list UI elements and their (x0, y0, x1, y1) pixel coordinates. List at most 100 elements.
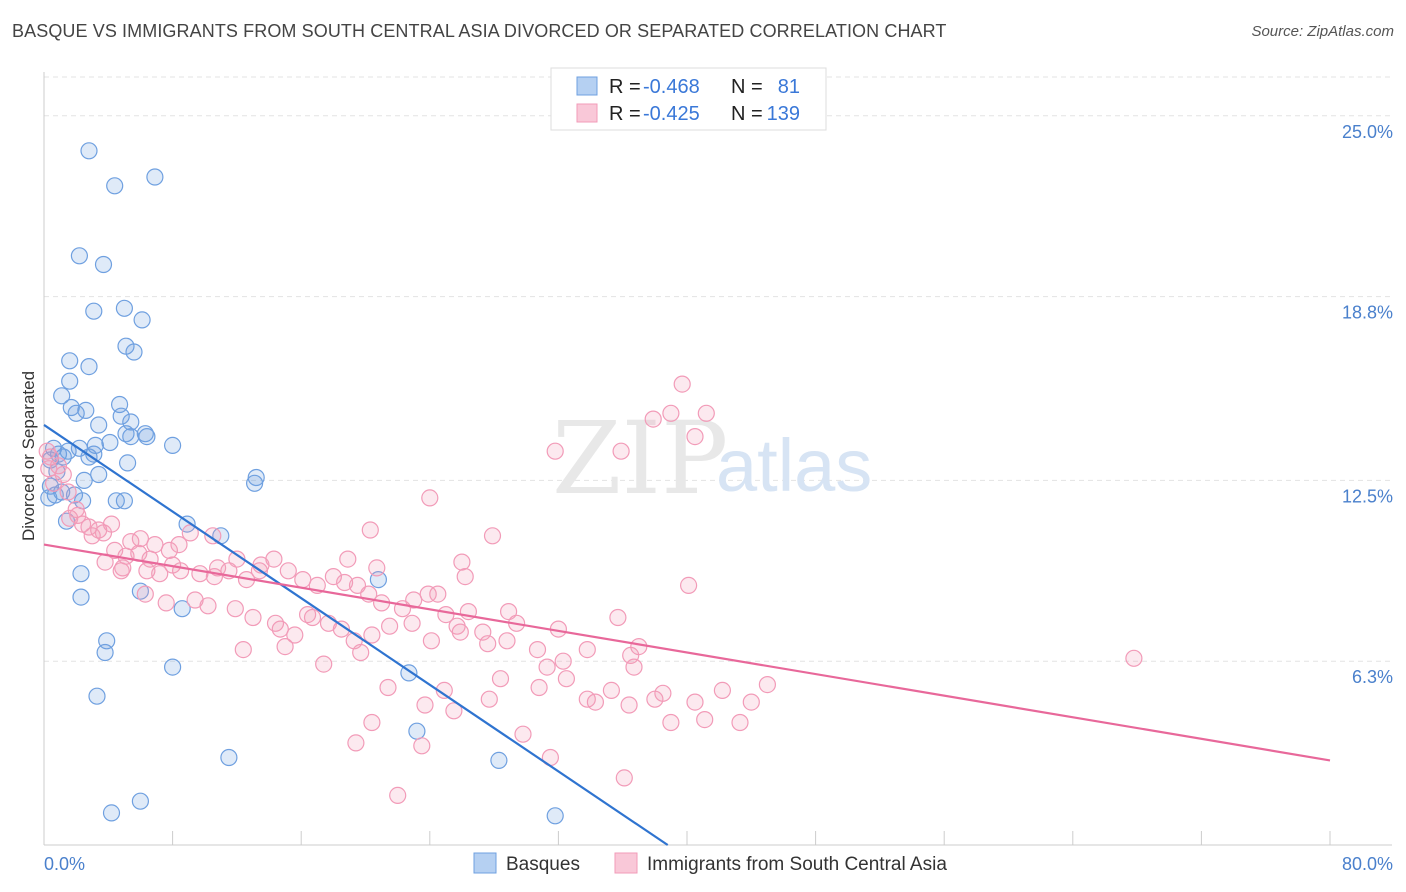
immigrants-point (294, 570, 312, 589)
trend-lines (43, 424, 1331, 846)
immigrants-point (491, 670, 510, 688)
immigrants-point (83, 527, 101, 545)
immigrants-point (352, 643, 370, 662)
basques-point (490, 751, 508, 770)
y-axis-label: Divorced or Separated (19, 371, 38, 541)
immigrants-point (620, 696, 638, 714)
immigrants-point (413, 737, 431, 755)
immigrants-point (112, 562, 130, 580)
immigrants-point (554, 652, 572, 670)
immigrants-point (44, 474, 63, 492)
immigrants-trend-line (43, 543, 1331, 762)
immigrants-point (336, 573, 354, 592)
basques-point (70, 247, 89, 265)
immigrants-point (389, 786, 407, 805)
legend-r-label-1: R = (609, 76, 641, 98)
immigrants-point (67, 500, 85, 519)
immigrants-point (480, 690, 498, 708)
basques-point (67, 404, 85, 422)
immigrants-point (80, 518, 98, 536)
legend-n-value-2: 139 (767, 103, 800, 125)
basques-point (94, 255, 113, 274)
immigrants-point (451, 623, 469, 641)
immigrants-point (339, 550, 357, 568)
legend-n-value-1: 81 (778, 76, 800, 98)
immigrants-point (199, 597, 217, 615)
basques-point (101, 433, 119, 452)
basques-point (90, 416, 108, 434)
immigrants-point (1125, 649, 1143, 667)
immigrants-point (644, 410, 662, 428)
basques-point (247, 468, 265, 487)
immigrants-point (419, 585, 437, 603)
basques-point (131, 582, 149, 600)
immigrants-point (403, 614, 421, 632)
immigrants-point (673, 375, 691, 393)
immigrants-point (578, 640, 596, 659)
basques-point (72, 588, 90, 606)
basques-point (164, 658, 182, 676)
immigrants-point (59, 483, 77, 501)
immigrants-point (244, 608, 262, 627)
immigrants-point (368, 559, 386, 577)
immigrants-point (742, 693, 760, 711)
bottom-legend-label-immigrants: Immigrants from South Central Asia (647, 854, 947, 875)
immigrants-point (131, 530, 149, 548)
basques-point (220, 748, 238, 767)
basques-point (80, 358, 98, 376)
immigrants-point (49, 457, 68, 475)
immigrants-point (279, 562, 297, 580)
immigrants-point (713, 681, 732, 700)
basques-point (61, 352, 79, 370)
immigrants-point (625, 658, 643, 676)
immigrants-point (612, 442, 630, 460)
immigrants-point (299, 605, 317, 624)
immigrants-point (483, 527, 502, 545)
immigrants-point (379, 678, 397, 697)
x-tick-max: 80.0% (1342, 854, 1393, 874)
basques-point (115, 299, 134, 317)
basques-point (96, 643, 114, 662)
immigrants-point (686, 693, 704, 711)
immigrants-point (646, 690, 664, 708)
immigrants-point (456, 567, 474, 586)
immigrants-point (662, 404, 680, 422)
immigrants-point (114, 559, 132, 577)
immigrants-point (586, 693, 605, 711)
watermark-zip: ZIP (552, 400, 728, 517)
immigrants-point (697, 404, 715, 422)
immigrants-point (363, 626, 381, 644)
immigrants-point (170, 535, 188, 554)
basques-point (117, 425, 135, 443)
basques-point (131, 792, 149, 810)
bottom-legend-label-basques: Basques (506, 854, 580, 875)
watermark-atlas: atlas (716, 424, 872, 507)
immigrants-point (136, 585, 154, 603)
basques-point (72, 565, 90, 583)
basques-point (246, 474, 264, 492)
immigrants-point (528, 640, 547, 659)
immigrants-point (422, 632, 440, 650)
basques-point (112, 407, 130, 425)
immigrants-point (303, 608, 322, 627)
immigrants-point (405, 591, 423, 609)
basques-point (102, 804, 121, 822)
basques-point (178, 515, 196, 533)
basques-point (77, 401, 95, 419)
immigrants-point (361, 521, 379, 539)
basques-point (133, 311, 151, 329)
bottom-legend-swatch-immigrants (614, 852, 638, 874)
basques-point (408, 722, 426, 740)
immigrants-point (146, 535, 164, 554)
basques-point (164, 436, 182, 454)
basques-trend-line (43, 424, 669, 846)
immigrants-point (696, 710, 714, 729)
basques-point (136, 425, 154, 443)
basques-point (75, 471, 93, 489)
immigrants-point (69, 506, 87, 525)
legend-swatch-basques (576, 76, 598, 96)
immigrants-point (332, 620, 350, 638)
immigrants-point (381, 617, 399, 635)
immigrants-point (530, 678, 548, 697)
